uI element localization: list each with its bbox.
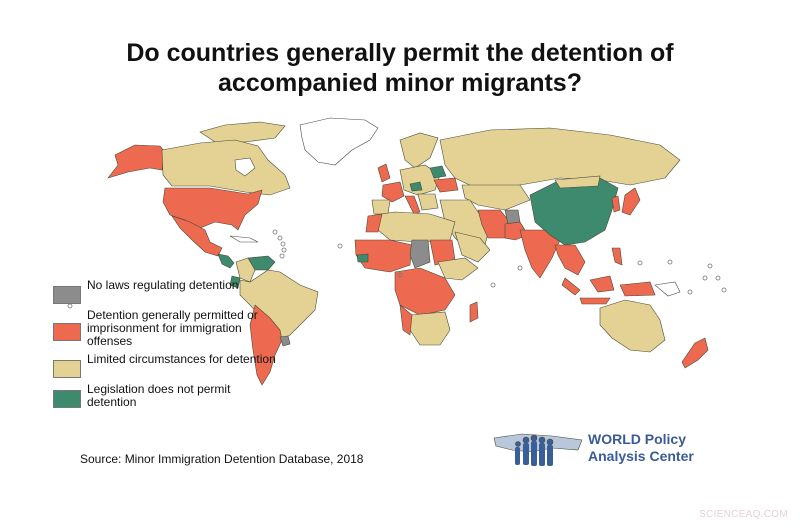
region-arabia [454,231,491,263]
region-iberia [371,199,391,215]
logo-text: WORLD Policy Analysis Center [588,431,694,465]
legend-label: No laws regulating detention [87,278,239,292]
legend-item-limited: Limited circumstances for detention [53,353,283,378]
region-mongolia [554,175,601,189]
region-russia [439,127,681,191]
region-hudson-bay [234,157,256,177]
region-southeast-asia [554,244,586,276]
watermark: SCIENCEAQ.COM [699,509,788,520]
region-ecuador [229,275,241,289]
region-uk [377,163,391,183]
legend-label: Limited circumstances for detention [87,352,276,366]
region-australia [599,299,666,353]
region-madagascar [469,301,479,323]
legend-item-no-laws: No laws regulating detention [53,279,283,304]
region-uruguay [279,335,291,347]
region-ukraine [433,177,459,193]
region-canada [161,139,291,196]
people-world-map-icon [493,433,583,466]
title-line-1: Do countries generally permit the detent… [126,39,674,67]
region-arctic-islands [199,121,286,143]
region-austria [409,181,423,192]
world-policy-logo: WORLD Policy Analysis Center [492,428,694,468]
logo-line-1: WORLD Policy [588,431,687,447]
region-japan [621,187,641,216]
region-korea [611,195,621,213]
region-papua [654,281,681,297]
region-united-states [162,187,263,231]
title-line-2: accompanied minor migrants? [218,69,582,97]
region-belarus [429,165,447,179]
region-horn-of-africa [437,257,479,281]
region-italy [404,195,421,215]
region-greenland [299,117,379,166]
region-morocco [365,213,383,233]
region-southern-africa [409,311,451,346]
region-balkans [417,193,439,211]
region-colombia [235,257,256,283]
legend-item-permitted: Detention generally permitted or impriso… [53,309,283,348]
region-central-america [217,253,235,269]
region-indonesia [561,275,656,305]
region-afghanistan [504,209,521,225]
region-north-africa [374,211,456,243]
region-senegal [356,253,369,263]
legend-label: Legislation does not permit detention [87,382,231,409]
source-note: Source: Minor Immigration Detention Data… [80,452,364,466]
region-central-europe [399,164,441,196]
map-title: Do countries generally permit the detent… [0,38,800,98]
region-mexico [171,215,223,257]
region-caribbean [229,235,259,243]
legend-swatch-tan [53,360,81,378]
region-namibia [399,304,413,336]
map-legend: No laws regulating detention Detention g… [53,279,283,414]
region-philippines [611,247,623,266]
legend-swatch-gray [53,286,81,304]
logo-line-2: Analysis Center [588,448,694,464]
legend-swatch-red [53,323,81,341]
legend-item-not-permitted: Legislation does not permit detention [53,383,283,409]
region-scandinavia [399,132,439,169]
region-alaska [107,144,166,179]
region-chad [409,239,431,269]
region-argentina-chile [249,304,283,386]
region-france [381,181,405,203]
legend-label: Detention generally permitted or impriso… [87,308,258,348]
legend-swatch-green [53,390,81,408]
region-new-zealand [681,337,709,369]
region-central-africa [394,267,456,316]
